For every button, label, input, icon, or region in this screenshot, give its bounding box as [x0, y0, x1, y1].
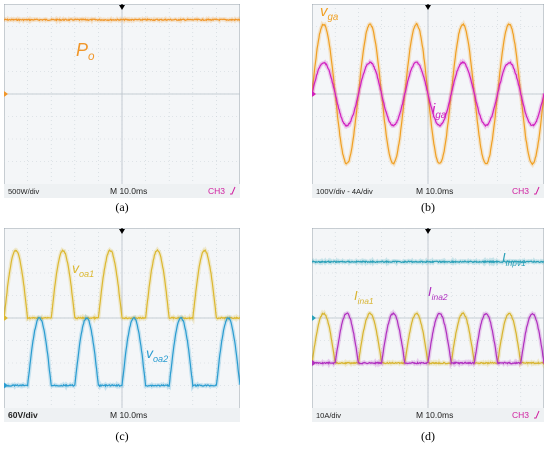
series-line-I_inpv1 [312, 259, 544, 264]
caption-c: (c) [115, 429, 129, 443]
series-label-sub: ga [328, 12, 339, 23]
series-label-sub: oa1 [79, 269, 94, 279]
timebase-readout: M 10.0ms [110, 410, 147, 420]
footer-bar [4, 408, 240, 422]
series-label-I_ina1: Iina1 [354, 288, 374, 306]
trigger-arrow-icon [425, 228, 431, 234]
ground-marker-v_oa2 [4, 382, 8, 389]
rising-edge-icon [534, 410, 540, 419]
series-label-v_ga: vga [320, 4, 339, 23]
series-label-I_inpv1: Iinpv1 [502, 250, 526, 268]
series-label-main: I [354, 288, 358, 303]
footer-bar [312, 184, 544, 198]
series-label-I_ina2: Iina2 [428, 284, 448, 302]
series-label-main: P [76, 40, 88, 60]
panel-c: voa1 voa2 60V/div M 10.0ms (c) [4, 228, 240, 449]
series-label-main: I [428, 284, 432, 299]
ground-marker-v_oa1 [4, 315, 8, 321]
series-line-v_oa1 [4, 248, 240, 321]
trigger-arrow-icon [119, 228, 125, 234]
panel-d: Iinpv1 Iina1 Iina2 10A/div M 10.0ms CH3 (d) [312, 228, 544, 449]
series-line-I_ina2 [312, 311, 544, 366]
oscilloscope-screen-a: Po 500W/div M 10.0ms CH3 [4, 4, 240, 198]
rising-edge-icon [230, 186, 236, 195]
series-line-i_ga [312, 60, 544, 128]
ground-marker-i_ga [312, 91, 316, 97]
timebase-readout: M 10.0ms [416, 410, 453, 420]
ground-marker-I_ina2 [312, 360, 316, 366]
vertical-scale-readout: 60V/div [8, 410, 38, 420]
vertical-scale-readout: 100V/div - 4A/div [316, 187, 373, 196]
series-label-sub: oa2 [153, 354, 168, 364]
series-label-main: v [320, 4, 329, 20]
series-label-sub: inpv1 [506, 258, 526, 268]
series-label-v_oa2: voa2 [146, 345, 168, 364]
ground-marker-P_o [4, 91, 8, 97]
series-label-main: v [72, 260, 80, 276]
caption-a: (a) [115, 200, 129, 214]
timebase-readout: M 10.0ms [110, 186, 147, 196]
trigger-channel-readout: CH3 [208, 186, 225, 196]
series-label-v_oa1: voa1 [72, 260, 94, 279]
series-line-v_oa2 [4, 316, 240, 388]
panel-b: vga iga 100V/div - 4A/div M 10.0ms CH3 (b) [312, 4, 544, 214]
series-label-sub: o [88, 50, 95, 63]
rising-edge-icon [534, 186, 540, 195]
series-label-sub: ina2 [432, 292, 448, 302]
series-label-i_ga: iga [432, 101, 447, 121]
series-label-main: I [502, 250, 506, 265]
vertical-scale-readout: 500W/div [8, 187, 40, 196]
series-line-P_o [4, 18, 240, 22]
trigger-channel-readout: CH3 [512, 186, 529, 196]
grid [4, 4, 240, 184]
trigger-channel-readout: CH3 [512, 410, 529, 420]
footer-bar [4, 184, 240, 198]
trigger-arrow-icon [425, 4, 431, 10]
vertical-scale-readout: 10A/div [316, 411, 341, 420]
ground-marker-I_inpv1 [312, 315, 316, 321]
series-label-P_o: Po [76, 40, 95, 63]
timebase-readout: M 10.0ms [416, 186, 453, 196]
caption-d: (d) [421, 429, 435, 443]
series-label-sub: ina1 [358, 296, 374, 306]
panel-a: Po 500W/div M 10.0ms CH3 (a) [4, 4, 240, 214]
footer-bar [312, 408, 544, 422]
series-label-main: v [146, 345, 154, 361]
series-label-main: i [432, 101, 436, 118]
caption-b: (b) [421, 200, 435, 214]
trigger-arrow-icon [119, 4, 125, 10]
series-label-sub: ga [435, 110, 446, 121]
